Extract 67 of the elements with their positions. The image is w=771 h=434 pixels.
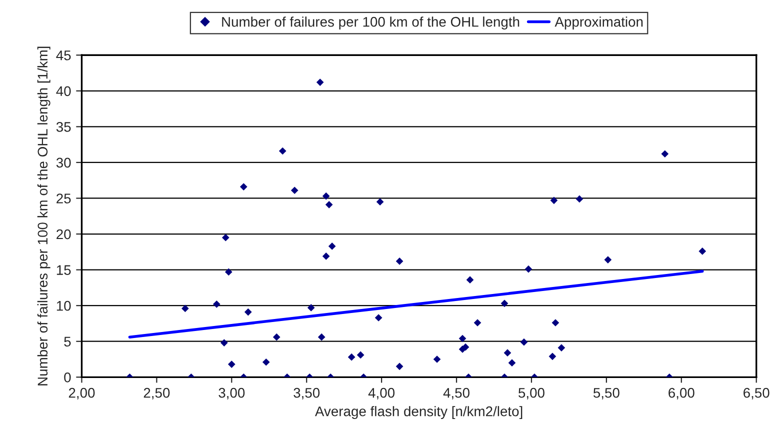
legend-label: Number of failures per 100 km of the OHL length bbox=[222, 16, 520, 30]
point bbox=[240, 183, 248, 190]
y-tick-label: 35 bbox=[56, 122, 71, 132]
y-tick-label: 10 bbox=[56, 300, 71, 311]
x-tick-label: 5,50 bbox=[593, 388, 620, 400]
y-tick-label: 15 bbox=[56, 265, 71, 275]
point bbox=[458, 346, 466, 353]
point bbox=[576, 195, 584, 203]
point bbox=[550, 196, 558, 204]
point bbox=[698, 248, 706, 255]
y-tick-label: 0 bbox=[64, 372, 71, 382]
point bbox=[396, 362, 404, 370]
point bbox=[558, 344, 566, 352]
x-tick-label: 4,00 bbox=[368, 388, 395, 400]
y-axis-title: Number of failures per 100 km of the OHL length [1/km] bbox=[37, 46, 50, 386]
point bbox=[322, 192, 330, 200]
point bbox=[278, 147, 286, 155]
point bbox=[244, 308, 252, 316]
point bbox=[228, 360, 236, 368]
x-tick-label: 4,50 bbox=[443, 388, 470, 400]
point bbox=[181, 304, 189, 312]
point bbox=[322, 252, 330, 260]
point bbox=[604, 256, 612, 264]
point bbox=[374, 314, 382, 322]
point bbox=[520, 338, 528, 346]
y-tick-label: 40 bbox=[56, 86, 71, 96]
point bbox=[433, 356, 441, 363]
x-tick-label: 6,00 bbox=[668, 388, 694, 400]
point bbox=[661, 150, 669, 158]
point bbox=[272, 333, 280, 341]
point bbox=[316, 78, 324, 86]
x-tick-label: 2,00 bbox=[68, 388, 95, 400]
point bbox=[376, 198, 384, 206]
point bbox=[212, 300, 220, 308]
point bbox=[328, 242, 336, 250]
point bbox=[474, 319, 482, 326]
x-tick-label: 5,00 bbox=[518, 388, 544, 400]
point bbox=[318, 333, 326, 341]
point bbox=[552, 319, 560, 326]
point bbox=[508, 359, 516, 367]
point bbox=[348, 353, 356, 361]
point bbox=[524, 265, 532, 273]
y-tick-label: 20 bbox=[56, 229, 71, 240]
point bbox=[500, 300, 508, 308]
x-tick-label: 6,50 bbox=[744, 388, 770, 400]
x-tick-label: 3,50 bbox=[294, 388, 320, 400]
x-tick-label: 3,00 bbox=[218, 388, 245, 400]
point bbox=[222, 234, 230, 242]
point bbox=[224, 268, 232, 276]
y-tick-label: 30 bbox=[56, 158, 71, 168]
point bbox=[325, 201, 333, 208]
point bbox=[290, 186, 298, 194]
y-tick-label: 45 bbox=[56, 50, 71, 60]
point bbox=[396, 258, 404, 265]
point bbox=[262, 358, 270, 366]
point bbox=[220, 339, 228, 346]
x-tick-label: 2,50 bbox=[144, 388, 170, 400]
point bbox=[458, 334, 466, 342]
point bbox=[548, 352, 556, 360]
point bbox=[307, 304, 315, 312]
point bbox=[504, 349, 512, 356]
legend-label: Approximation bbox=[554, 16, 643, 30]
y-tick-label: 5 bbox=[64, 336, 71, 347]
x-axis-title: Average flash density [n/km2/leto] bbox=[314, 406, 522, 420]
point bbox=[466, 276, 474, 284]
y-tick-label: 25 bbox=[56, 194, 71, 204]
point bbox=[356, 351, 364, 359]
